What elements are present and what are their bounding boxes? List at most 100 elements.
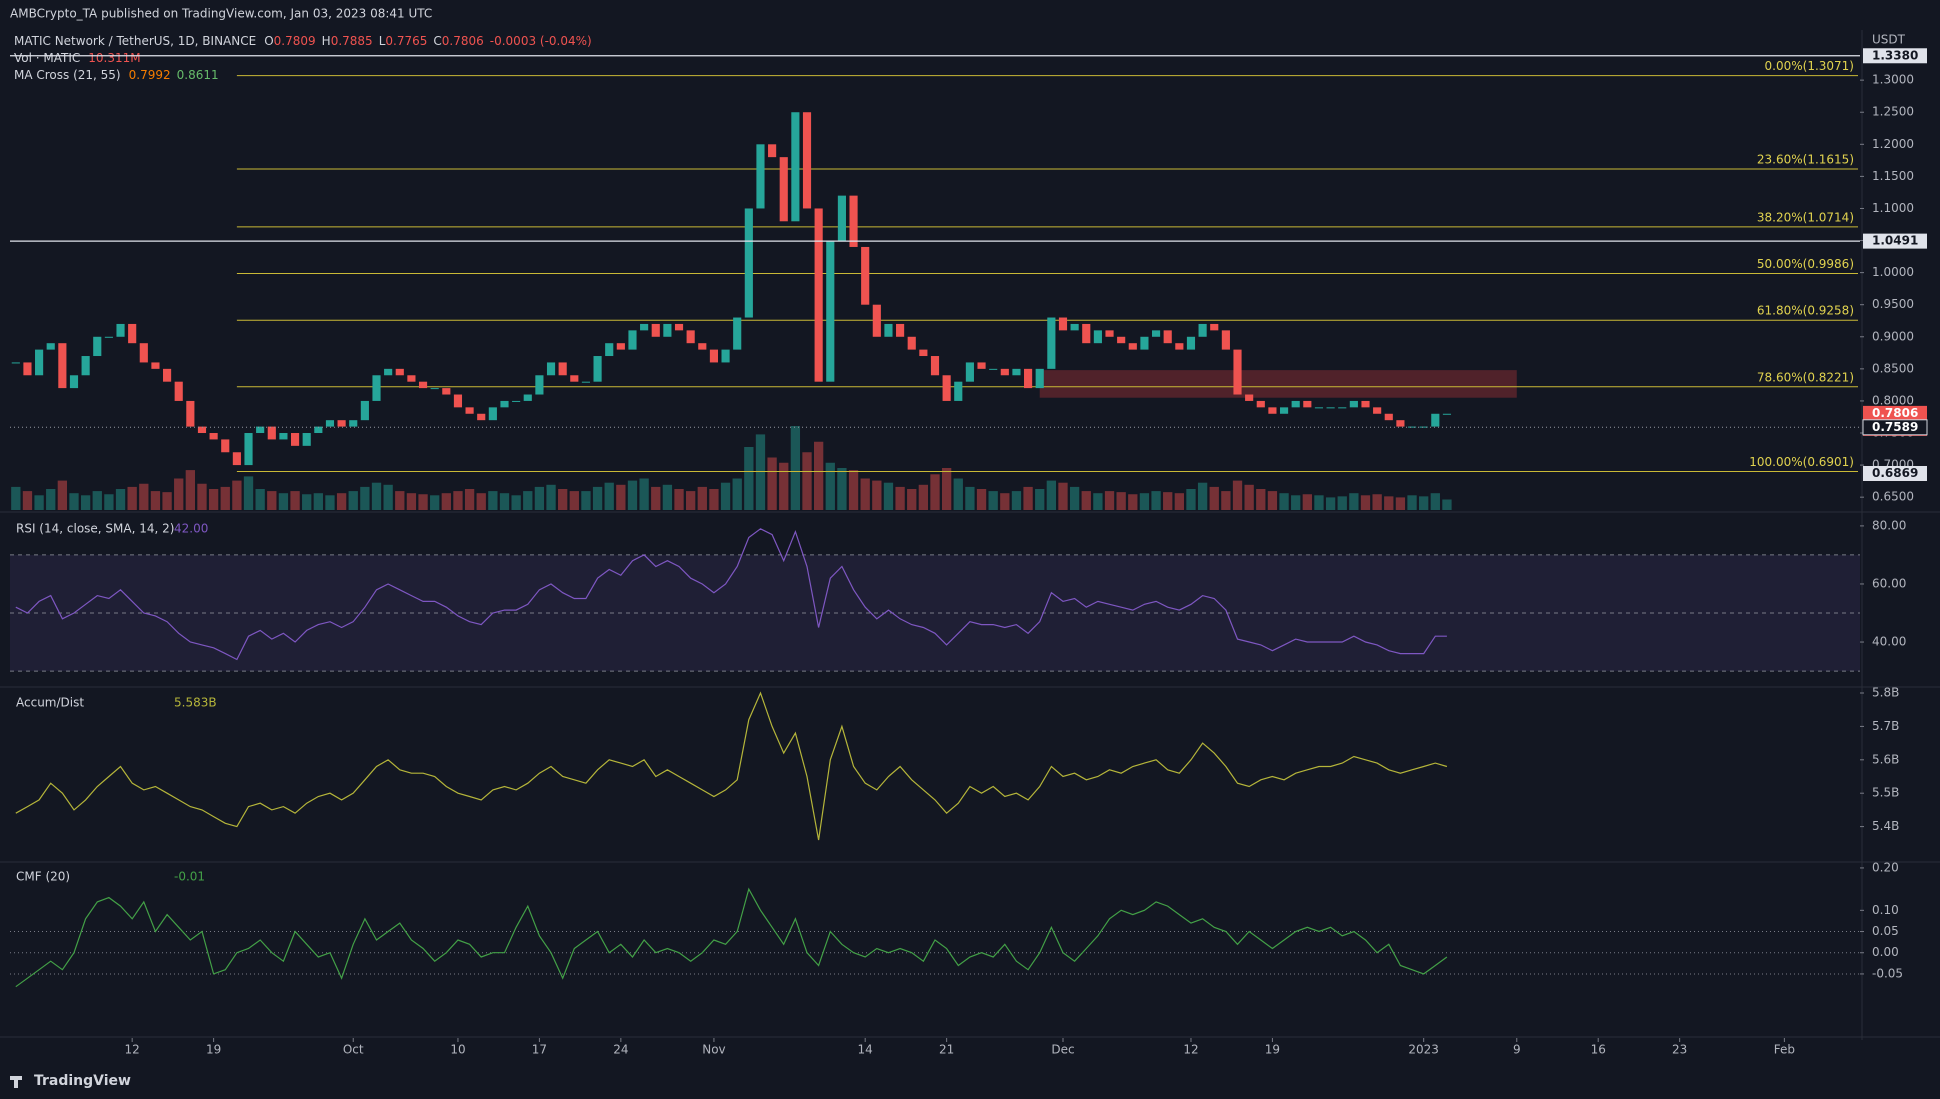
candle — [768, 144, 777, 158]
x-tick-label: 14 — [858, 1043, 873, 1057]
y-tick-label: 1.2000 — [1872, 137, 1914, 151]
volume-bar — [104, 494, 114, 510]
volume-bar — [174, 478, 184, 510]
candle — [1035, 368, 1044, 389]
candle — [698, 343, 707, 350]
published-line: AMBCrypto_TA published on TradingView.co… — [10, 7, 432, 21]
volume-bar — [534, 486, 545, 510]
candle — [93, 336, 102, 357]
volume-bar — [1221, 491, 1231, 510]
ohlc-h-value: 0.7885 — [331, 34, 373, 48]
y-tick-label: 0.00 — [1872, 945, 1899, 959]
volume-bar — [371, 482, 382, 510]
candle — [174, 381, 183, 401]
candle — [861, 246, 870, 305]
y-tick-label: 0.9500 — [1872, 297, 1914, 311]
volume-bar — [1128, 494, 1138, 510]
y-tick-label: 60.00 — [1872, 576, 1906, 590]
candle — [1279, 407, 1289, 414]
indicator-line — [15, 528, 1447, 661]
candle — [640, 323, 649, 331]
volume-bar — [918, 484, 929, 510]
volume-bar — [150, 491, 161, 510]
volume-bar — [232, 480, 242, 510]
volume-bar — [872, 480, 882, 510]
candle — [11, 362, 20, 364]
indicator-line — [15, 691, 1448, 841]
volume-bar — [464, 489, 475, 510]
volume-bar — [220, 486, 230, 510]
x-tick-label: 19 — [206, 1043, 221, 1057]
candle — [570, 375, 579, 382]
volume-bar — [639, 478, 649, 510]
volume-bar — [686, 491, 696, 510]
volume-bar — [581, 491, 591, 510]
candle — [407, 375, 416, 382]
candle — [616, 343, 625, 350]
price-mark-label: 0.7589 — [1872, 420, 1918, 434]
x-tick-label: 10 — [450, 1043, 465, 1057]
ohlc-h: H — [322, 34, 331, 48]
x-tick-label: 23 — [1672, 1043, 1687, 1057]
volume-legend: Vol · MATIC 10.311M — [14, 51, 141, 65]
candle — [453, 394, 463, 408]
x-tick-label: Oct — [343, 1043, 364, 1057]
ohlc-o-value: 0.7809 — [274, 34, 316, 48]
candle — [1384, 413, 1393, 421]
volume-bar — [744, 447, 754, 510]
y-tick-label: 0.8500 — [1872, 361, 1914, 375]
volume-bar — [34, 495, 44, 510]
volume-label: Vol · MATIC — [14, 51, 80, 65]
candle — [128, 323, 137, 344]
candle — [942, 375, 951, 401]
y-tick-label: 0.05 — [1872, 924, 1899, 938]
volume-bar — [604, 482, 614, 510]
volume-bar — [127, 486, 137, 510]
volume-bar — [651, 486, 661, 510]
x-tick-label: 16 — [1591, 1043, 1606, 1057]
candle — [512, 400, 521, 402]
volume-bar — [813, 441, 824, 510]
volume-bar — [46, 489, 56, 510]
volume-bar — [1430, 493, 1440, 510]
volume-bar — [1267, 491, 1278, 510]
candle — [186, 400, 195, 427]
candle — [930, 356, 940, 376]
candle — [267, 426, 276, 440]
candle — [1373, 407, 1382, 414]
y-tick-label: 5.6B — [1872, 752, 1899, 766]
brand: TradingView — [34, 1073, 131, 1089]
volume-bar — [92, 491, 102, 510]
volume-bar — [779, 462, 789, 510]
candle — [826, 240, 835, 382]
volume-bar — [546, 484, 556, 510]
candle — [896, 323, 905, 337]
price-mark-box — [1863, 233, 1927, 249]
candle — [581, 381, 591, 383]
volume-bar — [11, 486, 21, 510]
candle — [989, 368, 998, 370]
candle — [1256, 400, 1265, 408]
candle — [1047, 317, 1056, 369]
ma-slow: 0.8611 — [177, 68, 219, 82]
candle — [1314, 407, 1324, 409]
ohlc-c-value: 0.7806 — [442, 34, 484, 48]
candle — [477, 413, 486, 421]
candle — [500, 400, 509, 408]
candle — [1198, 323, 1207, 337]
volume-bar — [267, 491, 277, 510]
volume-bar — [941, 468, 952, 510]
volume-bar — [1035, 489, 1045, 510]
ma-label: MA Cross (21, 55) — [14, 68, 121, 82]
candle — [558, 362, 567, 376]
volume-bar — [1023, 486, 1033, 510]
volume-bar — [930, 474, 940, 510]
brand-logo — [10, 1076, 22, 1088]
candle — [965, 362, 974, 382]
candle — [1326, 407, 1335, 409]
candle — [1442, 413, 1452, 415]
indicator-value: 42.00 — [174, 522, 208, 536]
candle — [744, 208, 753, 318]
candle — [197, 426, 207, 434]
